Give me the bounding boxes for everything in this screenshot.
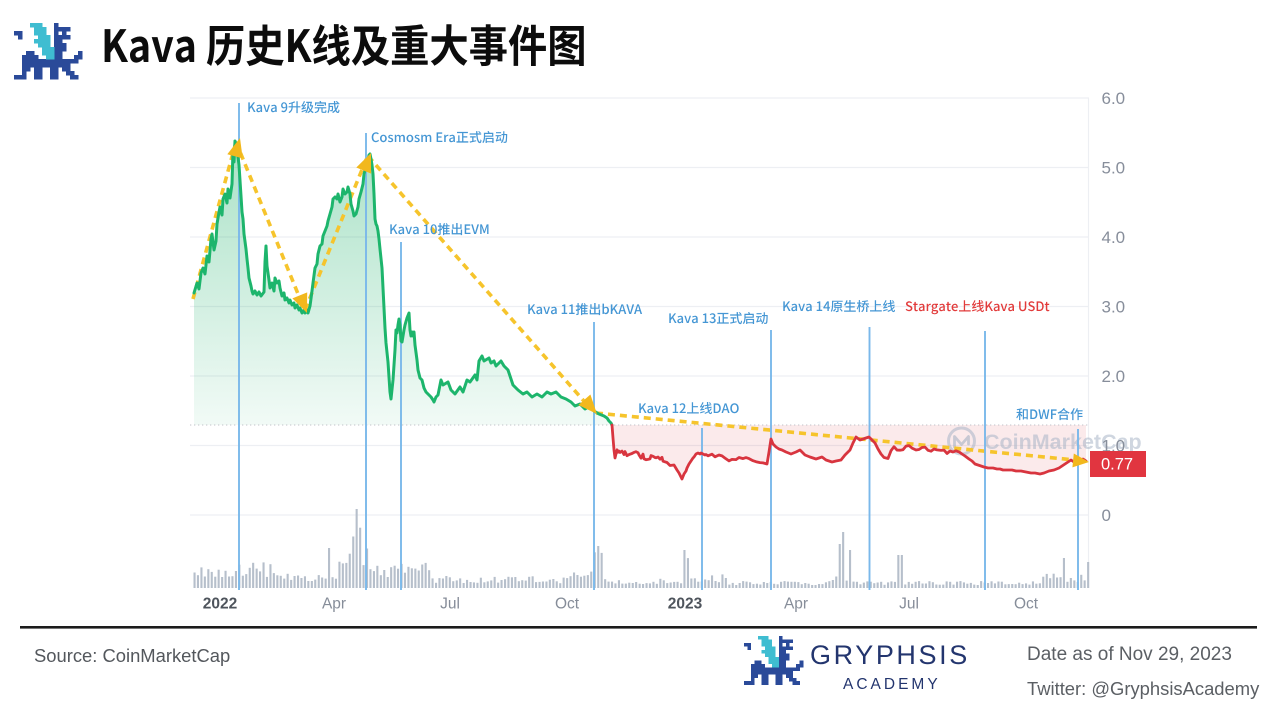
svg-text:Jul: Jul	[899, 596, 919, 613]
svg-text:0.77: 0.77	[1101, 456, 1133, 474]
svg-text:ACADEMY: ACADEMY	[843, 676, 941, 693]
svg-text:2023: 2023	[668, 596, 703, 613]
svg-text:0: 0	[1102, 506, 1111, 525]
svg-text:Date as of Nov 29, 2023: Date as of Nov 29, 2023	[1027, 644, 1232, 665]
svg-text:3.0: 3.0	[1102, 298, 1126, 317]
svg-text:GRYPHSIS: GRYPHSIS	[810, 640, 970, 670]
svg-text:Apr: Apr	[784, 596, 808, 613]
svg-text:5.0: 5.0	[1102, 159, 1126, 178]
svg-text:Oct: Oct	[1014, 596, 1039, 613]
svg-text:2022: 2022	[203, 596, 237, 613]
svg-text:1.0: 1.0	[1102, 437, 1126, 456]
svg-text:Source: CoinMarketCap: Source: CoinMarketCap	[34, 645, 230, 666]
svg-text:Jul: Jul	[440, 596, 460, 613]
svg-text:2.0: 2.0	[1102, 367, 1126, 386]
svg-text:CoinMarketCap: CoinMarketCap	[984, 430, 1142, 454]
svg-text:Oct: Oct	[555, 596, 580, 613]
svg-text:Apr: Apr	[322, 596, 346, 613]
svg-text:Twitter: @GryphsisAcademy: Twitter: @GryphsisAcademy	[1027, 678, 1260, 699]
svg-text:6.0: 6.0	[1102, 89, 1126, 108]
svg-text:4.0: 4.0	[1102, 228, 1126, 247]
